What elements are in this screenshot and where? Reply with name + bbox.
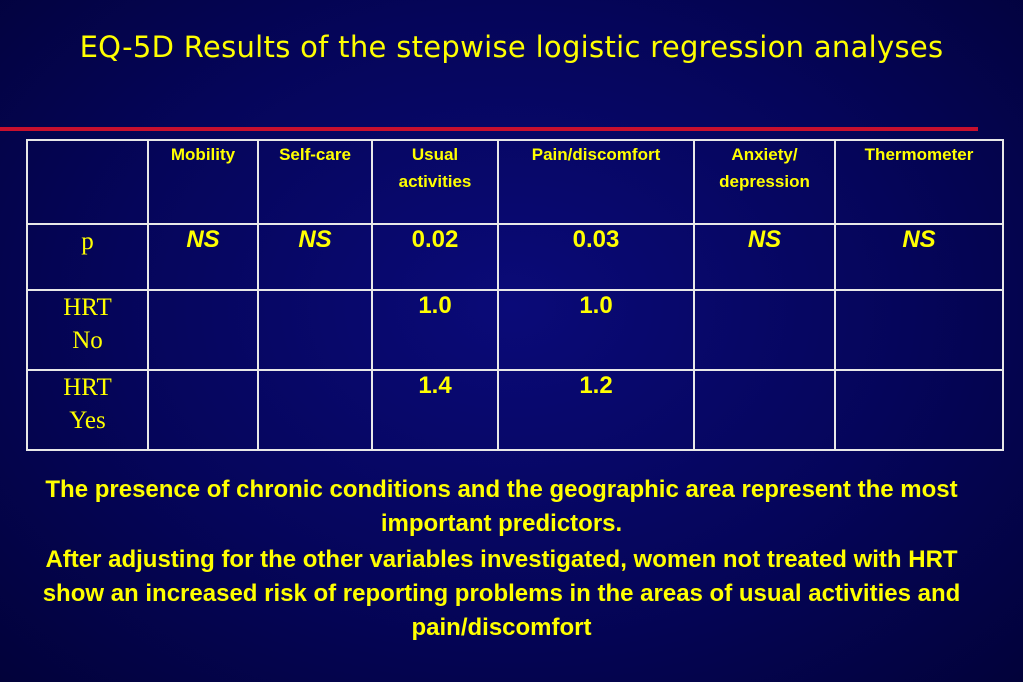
column-header-self-care: Self-care (257, 139, 373, 225)
column-header-usual-activities: Usual activities (371, 139, 499, 225)
cell-hrt-yes-pain-discomfort: 1.2 (497, 369, 695, 451)
slide-title: EQ-5D Results of the stepwise logistic r… (79, 30, 944, 64)
title-divider (0, 127, 978, 131)
row-header-hrt-no-line-1: HRT (63, 294, 112, 321)
cell-hrt-yes-usual-activities: 1.4 (371, 369, 499, 451)
cell-p-self-care: NS (257, 223, 373, 291)
row-header-hrt-no-line-2: No (72, 327, 103, 354)
cell-hrt-no-self-care (257, 289, 373, 371)
row-header-hrt-yes-line-1: HRT (63, 374, 112, 401)
corner-cell (26, 139, 149, 225)
cell-hrt-yes-thermometer (834, 369, 1004, 451)
cell-hrt-no-pain-discomfort: 1.0 (497, 289, 695, 371)
column-header-thermometer: Thermometer (834, 139, 1004, 225)
column-header-pain-discomfort: Pain/discomfort (497, 139, 695, 225)
cell-hrt-yes-mobility (147, 369, 259, 451)
column-header-anxiety-depression: Anxiety/ depression (693, 139, 836, 225)
cell-hrt-yes-anxiety-depression (693, 369, 836, 451)
cell-p-anxiety-depression: NS (693, 223, 836, 291)
table-row: HRT No 1.0 1.0 (26, 289, 1004, 371)
cell-hrt-no-thermometer (834, 289, 1004, 371)
column-header-anxiety-line-1: Anxiety/ (731, 145, 798, 164)
cell-hrt-no-mobility (147, 289, 259, 371)
cell-hrt-no-usual-activities: 1.0 (371, 289, 499, 371)
row-header-hrt-yes: HRT Yes (26, 369, 149, 451)
table-row: HRT Yes 1.4 1.2 (26, 369, 1004, 451)
cell-p-thermometer: NS (834, 223, 1004, 291)
row-header-p: p (26, 223, 149, 291)
cell-p-mobility: NS (147, 223, 259, 291)
column-header-usual-line-2: activities (398, 172, 472, 191)
cell-hrt-no-anxiety-depression (693, 289, 836, 371)
hrt-risk-paragraph: After adjusting for the other variables … (42, 546, 961, 641)
cell-hrt-yes-self-care (257, 369, 373, 451)
table-row: p NS NS 0.02 0.03 NS NS (26, 223, 1004, 291)
cell-p-pain-discomfort: 0.03 (497, 223, 695, 291)
predictors-paragraph: The presence of chronic conditions and t… (45, 476, 958, 537)
column-header-mobility: Mobility (147, 139, 259, 225)
row-header-hrt-no: HRT No (26, 289, 149, 371)
cell-p-usual-activities: 0.02 (371, 223, 499, 291)
column-header-anxiety-line-2: depression (719, 172, 810, 191)
header-row: Mobility Self-care Usual activities Pain… (26, 139, 1004, 225)
column-header-usual-line-1: Usual (411, 145, 459, 164)
results-table: Mobility Self-care Usual activities Pain… (26, 139, 1004, 451)
row-header-hrt-yes-line-2: Yes (69, 407, 106, 434)
